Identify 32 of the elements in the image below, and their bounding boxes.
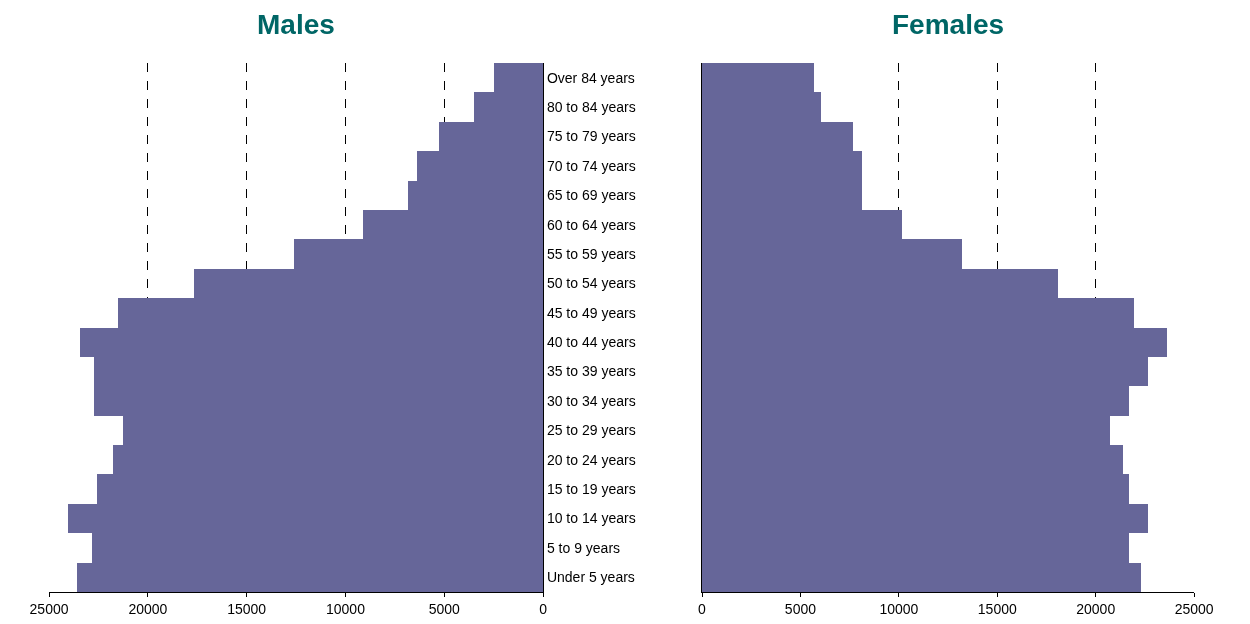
x-tick-label: 25000 <box>29 600 69 617</box>
y-tick-label: 35 to 39 years <box>546 363 636 380</box>
y-tick-label: 70 to 74 years <box>546 157 636 174</box>
chart-title: Females <box>892 9 1005 40</box>
x-tick-label: 20000 <box>1076 600 1116 617</box>
y-tick-label: 60 to 64 years <box>546 216 636 233</box>
y-tick-label: 5 to 9 years <box>546 539 621 556</box>
y-tick-label: 75 to 79 years <box>546 128 636 145</box>
y-tick-label: 25 to 29 years <box>546 422 636 439</box>
y-tick-label: 15 to 19 years <box>546 481 636 498</box>
x-tick-label: 15000 <box>227 600 267 617</box>
x-tick-label: 15000 <box>977 600 1017 617</box>
x-tick-label: 25000 <box>1174 600 1214 617</box>
x-tick-label: 5000 <box>428 600 461 617</box>
y-tick-label: 65 to 69 years <box>546 187 636 204</box>
x-tick-label: 5000 <box>784 600 817 617</box>
x-tick-label: 10000 <box>326 600 366 617</box>
y-tick-label: 40 to 44 years <box>546 334 636 351</box>
y-tick-label: Under 5 years <box>546 569 635 586</box>
y-tick-label: Over 84 years <box>546 69 635 86</box>
y-tick-label: 30 to 34 years <box>546 392 636 409</box>
y-tick-label: 45 to 49 years <box>546 304 636 321</box>
x-tick-label: 20000 <box>128 600 168 617</box>
x-tick-label: 10000 <box>879 600 919 617</box>
chart-title: Males <box>257 9 335 40</box>
y-tick-label: 80 to 84 years <box>546 98 636 115</box>
y-tick-label: 55 to 59 years <box>546 245 636 262</box>
x-tick-label: 0 <box>698 600 707 617</box>
y-tick-label: 20 to 24 years <box>546 451 636 468</box>
y-tick-label: 10 to 14 years <box>546 510 636 527</box>
x-tick-label: 0 <box>539 600 548 617</box>
y-tick-label: 50 to 54 years <box>546 275 636 292</box>
